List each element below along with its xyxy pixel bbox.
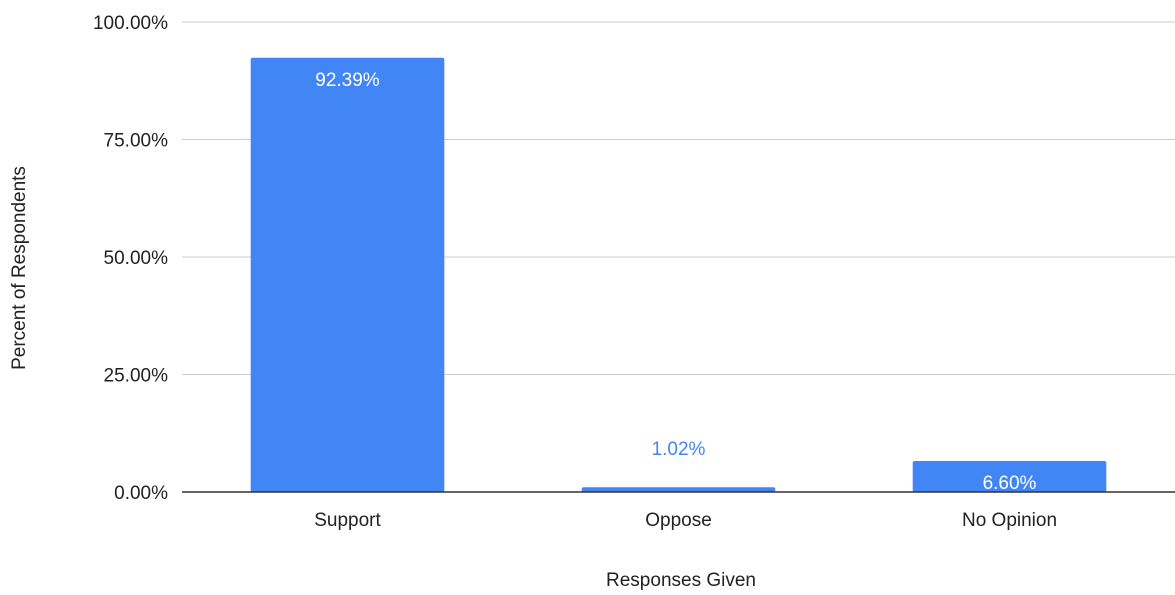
y-tick-label: 0.00% bbox=[114, 483, 168, 504]
data-label: 6.60% bbox=[983, 473, 1037, 494]
labels: 0.00% 25.00% 50.00% 75.00% 100.00% 92.39% Supp… bbox=[93, 13, 1057, 531]
bar bbox=[912, 460, 1107, 492]
y-axis-title: Percent of Respondents bbox=[9, 166, 30, 370]
y-tick-label: 50.00% bbox=[104, 248, 169, 269]
y-tick-label: 25.00% bbox=[104, 366, 169, 387]
x-tick-label: Oppose bbox=[645, 510, 712, 531]
data-label: 92.39% bbox=[315, 70, 380, 91]
x-tick-label: Support bbox=[314, 510, 381, 531]
y-tick-label: 75.00% bbox=[104, 131, 169, 152]
bar bbox=[250, 57, 445, 492]
bar bbox=[581, 487, 776, 492]
x-tick-label: No Opinion bbox=[962, 510, 1057, 531]
bars bbox=[250, 57, 1107, 492]
data-label: 1.02% bbox=[652, 439, 706, 460]
x-axis-title: Responses Given bbox=[606, 570, 756, 591]
y-tick-label: 100.00% bbox=[93, 13, 168, 34]
